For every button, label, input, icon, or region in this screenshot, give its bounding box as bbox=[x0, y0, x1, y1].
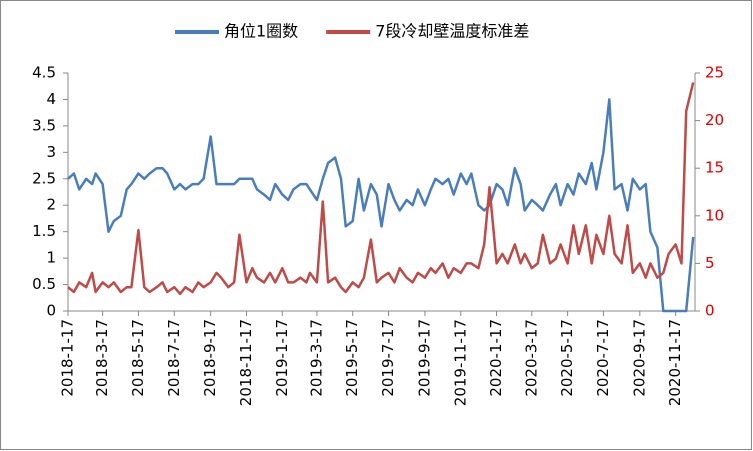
x-tick-label: 2019-3-17 bbox=[307, 319, 325, 397]
legend: 角位1圈数 7段冷却壁温度标准差 bbox=[175, 22, 529, 41]
x-tick-label: 2018-5-17 bbox=[129, 319, 147, 397]
y-tick-label: 0 bbox=[46, 302, 56, 320]
series-line bbox=[67, 98, 695, 313]
y2-tick-label: 15 bbox=[705, 159, 724, 177]
x-tick-label: 2018-3-17 bbox=[93, 319, 111, 397]
y-tick-label: 3.5 bbox=[32, 116, 56, 134]
x-tick-label: 2018-1-17 bbox=[59, 319, 77, 397]
x-tick-label: 2020-11-17 bbox=[666, 319, 684, 406]
x-tick-label: 2019-5-17 bbox=[343, 319, 361, 397]
x-tick-label: 2020-3-17 bbox=[522, 319, 540, 397]
x-tick-label: 2019-9-17 bbox=[415, 319, 433, 397]
y2-tick-label: 10 bbox=[705, 206, 724, 224]
y2-tick-label: 20 bbox=[705, 111, 724, 129]
y2-tick-label: 25 bbox=[705, 64, 724, 82]
x-tick-label: 2020-9-17 bbox=[630, 319, 648, 397]
x-tick-label: 2018-11-17 bbox=[237, 319, 255, 406]
y2-tick-label: 0 bbox=[705, 302, 715, 320]
x-tick-label: 2018-9-17 bbox=[201, 319, 219, 397]
x-tick-label: 2018-7-17 bbox=[165, 319, 183, 397]
x-tick-label: 2020-7-17 bbox=[594, 319, 612, 397]
y-tick-label: 1 bbox=[46, 249, 56, 267]
y-tick-label: 0.5 bbox=[32, 275, 56, 293]
x-tick-label: 2020-1-17 bbox=[487, 319, 505, 397]
x-tick-label: 2019-1-17 bbox=[273, 319, 291, 397]
y-tick-label: 1.5 bbox=[32, 222, 56, 240]
y2-tick-label: 5 bbox=[705, 254, 715, 272]
y-tick-label: 2.5 bbox=[32, 169, 56, 187]
y-tick-label: 4 bbox=[46, 90, 56, 108]
x-tick-label: 2020-5-17 bbox=[558, 319, 576, 397]
legend-label: 7段冷却壁温度标准差 bbox=[375, 22, 529, 41]
y-tick-label: 2 bbox=[46, 196, 56, 214]
series-line bbox=[67, 82, 695, 296]
x-tick-label: 2019-7-17 bbox=[379, 319, 397, 397]
x-tick-label: 2019-11-17 bbox=[451, 319, 469, 406]
y-tick-label: 3 bbox=[46, 143, 56, 161]
legend-label: 角位1圈数 bbox=[224, 22, 298, 41]
y-tick-label: 4.5 bbox=[32, 64, 56, 82]
